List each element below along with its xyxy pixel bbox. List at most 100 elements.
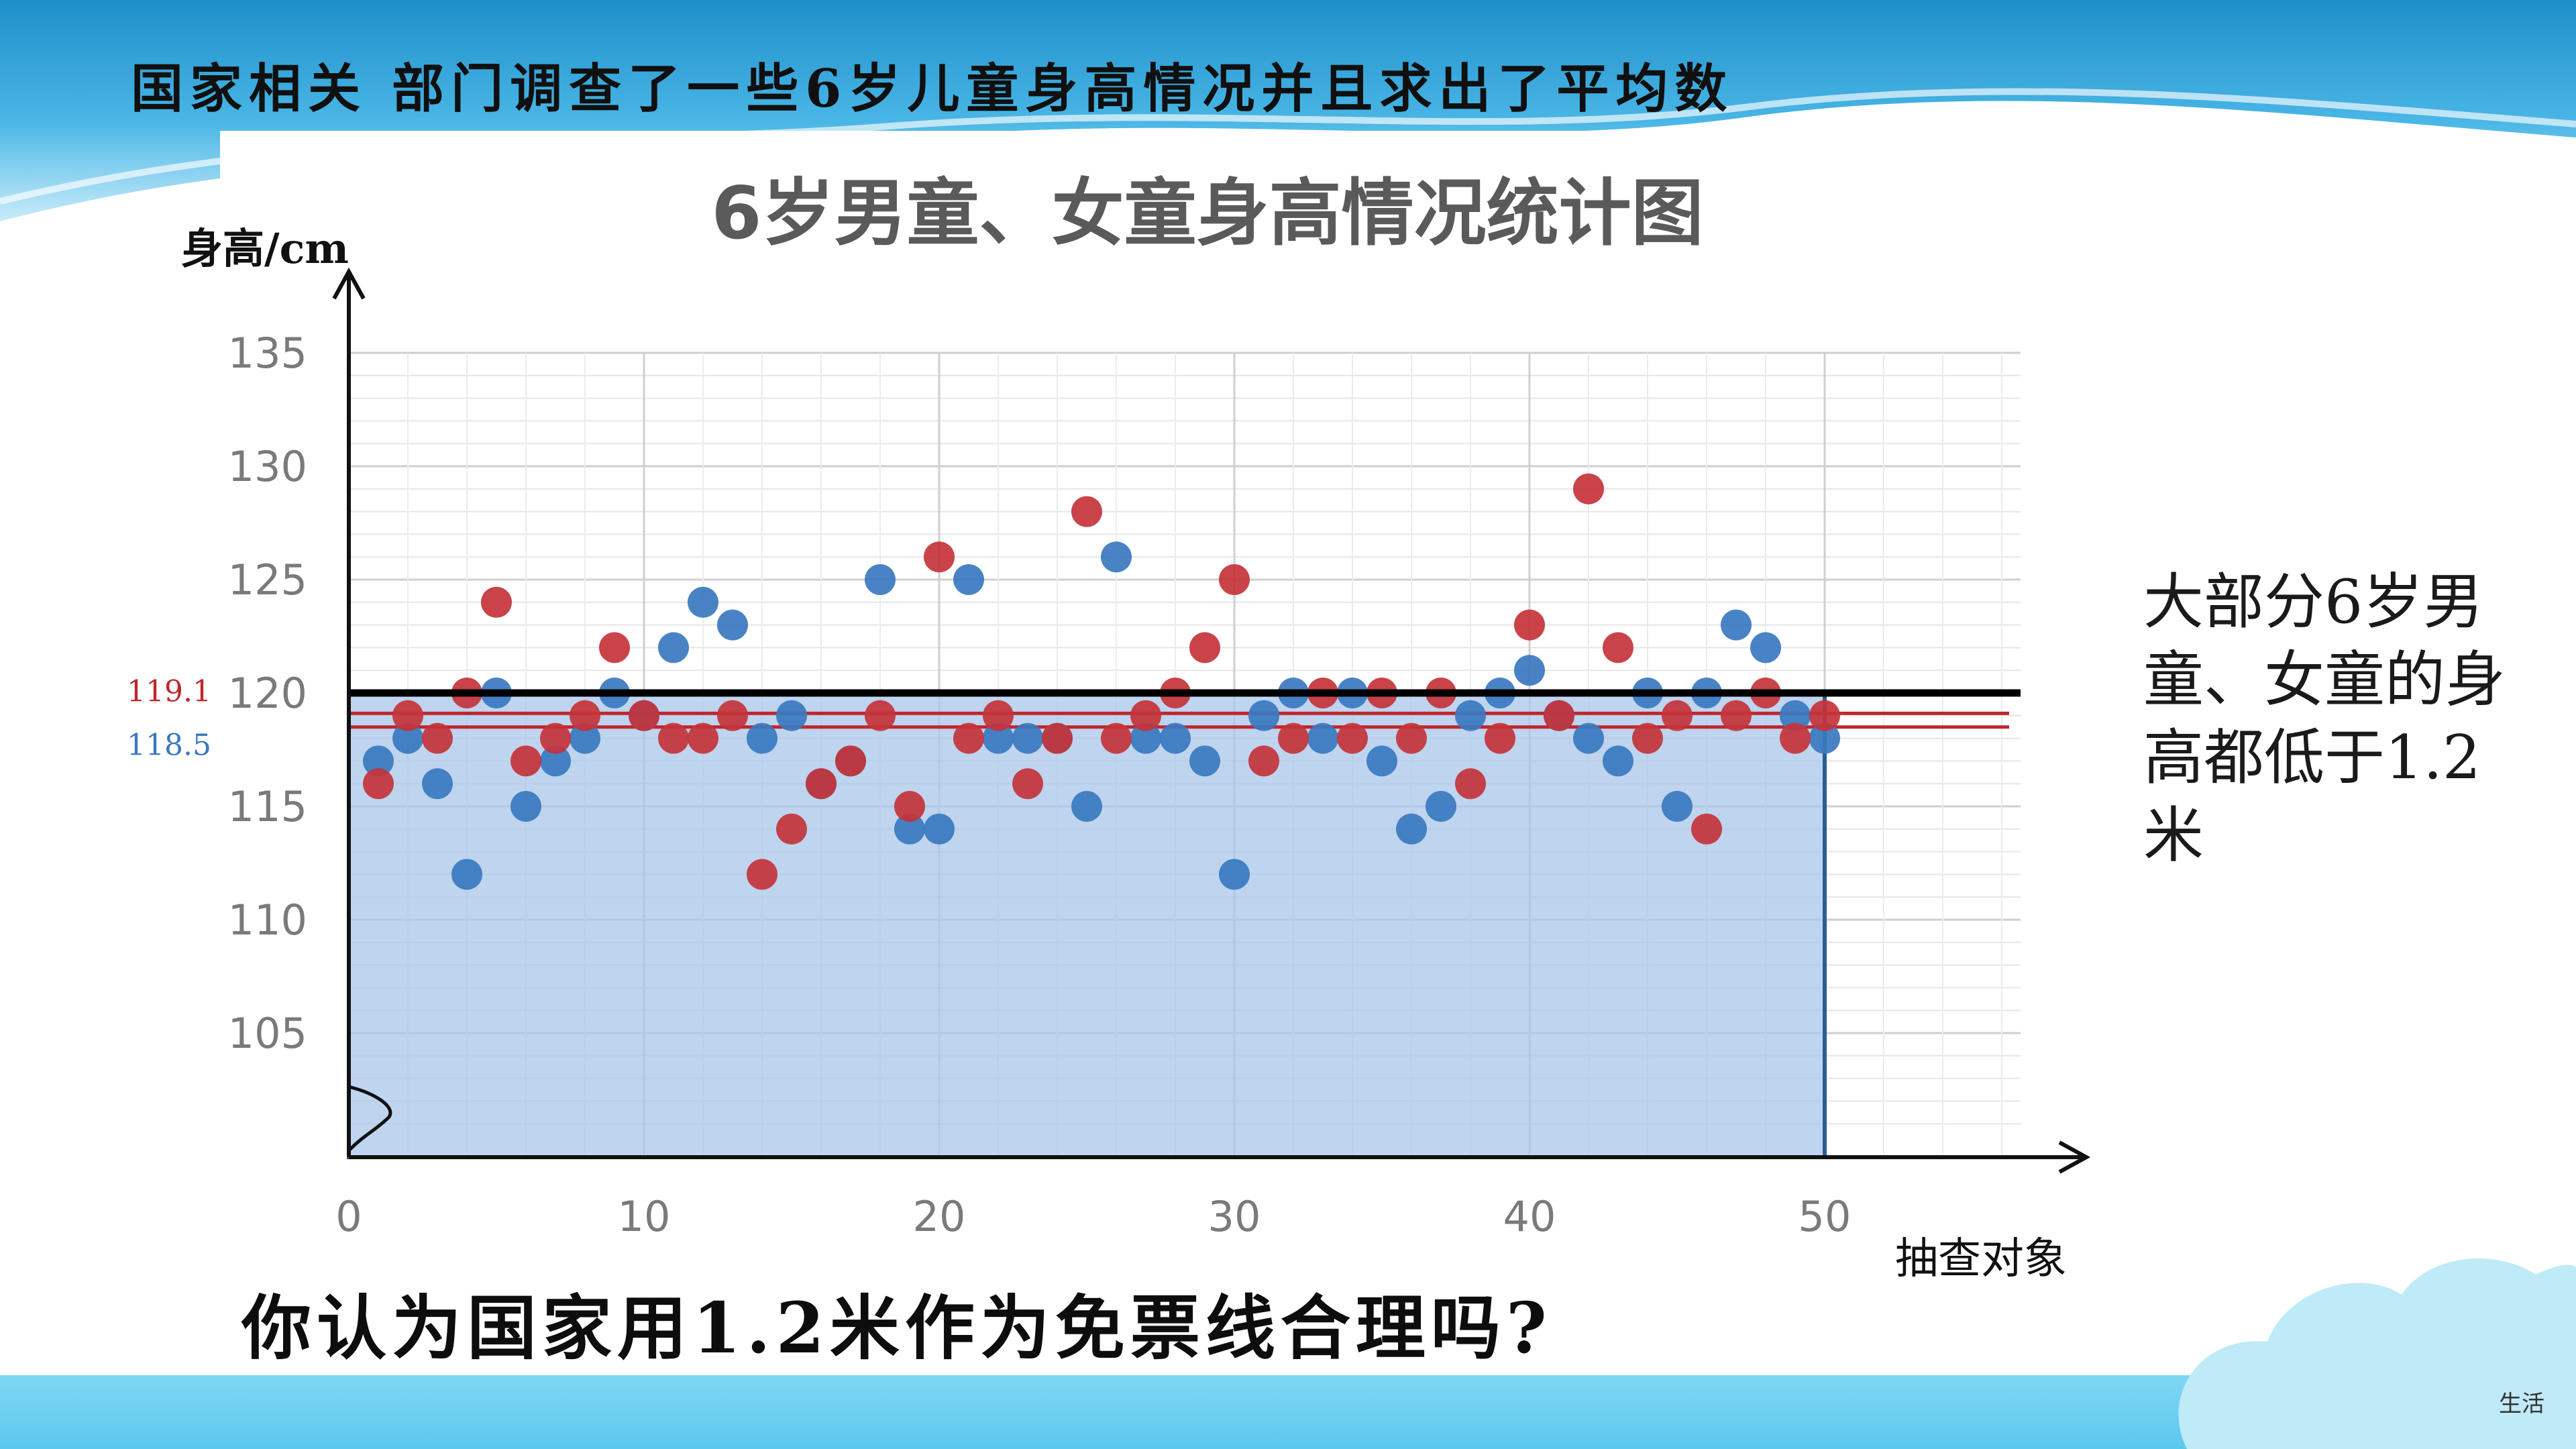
x-tick-label: 10	[618, 1192, 671, 1241]
data-point-girl	[953, 722, 984, 754]
data-point-girl	[688, 722, 718, 754]
axes: 105 110 115 120 125 130 135 0 10 20 30 40 50	[228, 267, 2091, 1241]
data-point-boy	[688, 586, 718, 618]
data-point-boy	[953, 564, 984, 595]
data-point-girl	[894, 791, 925, 822]
data-point-girl	[747, 859, 777, 890]
data-point-girl	[1071, 496, 1102, 527]
data-point-boy	[1573, 722, 1604, 754]
x-tick-label: 40	[1503, 1192, 1556, 1241]
data-point-boy	[747, 722, 777, 754]
data-point-girl	[511, 745, 541, 777]
data-point-boy	[451, 859, 482, 890]
axis-break-mark	[347, 1085, 392, 1152]
data-point-boy	[1780, 700, 1811, 731]
mean-line-label: 118.5	[127, 729, 211, 763]
data-point-girl	[865, 700, 896, 731]
data-point-girl	[481, 586, 512, 618]
data-point-boy	[1662, 791, 1693, 822]
bottom-band	[0, 1375, 2576, 1449]
chart-title: 6岁男童、女童身高情况统计图	[711, 172, 1703, 256]
mean-line-label: 119.1	[127, 674, 211, 708]
data-point-boy	[1012, 722, 1043, 754]
data-point-boy	[924, 813, 955, 845]
x-tick-label: 50	[1799, 1192, 1851, 1241]
data-point-boy	[776, 700, 807, 731]
corner-label: 生活	[2499, 1391, 2544, 1417]
data-point-girl	[1130, 700, 1161, 731]
data-point-boy	[570, 722, 600, 754]
data-point-boy	[1219, 859, 1250, 890]
data-point-girl	[1603, 632, 1633, 663]
data-point-girl	[806, 768, 837, 800]
y-tick-label: 135	[228, 329, 307, 378]
data-point-boy	[363, 745, 394, 777]
data-point-girl	[1573, 473, 1604, 504]
data-point-girl	[629, 700, 659, 731]
data-point-girl	[540, 722, 571, 754]
data-point-girl	[1219, 564, 1250, 595]
data-point-girl	[363, 768, 394, 800]
y-tick-label: 115	[228, 782, 307, 831]
data-point-girl	[1485, 722, 1515, 754]
data-point-girl	[1691, 813, 1722, 845]
y-tick-label: 110	[228, 896, 307, 945]
data-point-girl	[1278, 722, 1309, 754]
top-wave	[0, 0, 2576, 221]
data-point-boy	[1101, 541, 1132, 573]
x-tick-label: 0	[335, 1192, 362, 1241]
data-point-boy	[1809, 722, 1840, 754]
question-text: 你认为国家用1.2米作为免票线合理吗?	[241, 1287, 1552, 1369]
data-point-girl	[1632, 722, 1663, 754]
data-point-boy	[717, 609, 748, 641]
data-point-girl	[983, 700, 1014, 731]
data-point-boy	[1307, 722, 1338, 754]
data-point-boy	[392, 722, 423, 754]
data-point-boy	[511, 791, 541, 822]
data-point-boy	[1514, 655, 1545, 686]
data-point-girl	[1012, 768, 1043, 800]
data-point-boy	[865, 564, 896, 595]
data-point-girl	[1721, 700, 1752, 731]
data-point-girl	[422, 722, 453, 754]
data-point-girl	[658, 722, 689, 754]
data-point-girl	[1248, 745, 1279, 777]
data-point-girl	[1337, 722, 1368, 754]
data-point-boy	[983, 722, 1014, 754]
y-tick-label: 105	[228, 1009, 307, 1058]
data-point-girl	[717, 700, 748, 731]
data-point-boy	[1396, 813, 1427, 845]
data-point-boy	[1189, 745, 1220, 777]
data-point-boy	[540, 745, 571, 777]
data-point-boy	[1750, 632, 1781, 663]
data-point-girl	[599, 632, 630, 663]
data-point-boy	[1603, 745, 1633, 777]
data-point-girl	[1514, 609, 1545, 641]
cloud-shape	[2178, 1258, 2576, 1449]
data-point-boy	[1160, 722, 1191, 754]
below-threshold-area	[347, 691, 1827, 1159]
y-tick-label: 130	[228, 442, 307, 491]
data-point-boy	[894, 813, 925, 845]
data-point-girl	[1455, 768, 1486, 800]
data-point-girl	[570, 700, 600, 731]
data-point-boy	[1071, 791, 1102, 822]
data-points	[363, 473, 1840, 890]
data-point-girl	[1189, 632, 1220, 663]
x-tick-label: 20	[913, 1192, 966, 1241]
data-point-girl	[1101, 722, 1132, 754]
y-axis-label: 身高/cm	[181, 224, 349, 273]
x-axis-label: 抽查对象	[1895, 1234, 2067, 1284]
data-point-boy	[1721, 609, 1752, 641]
data-point-girl	[1809, 700, 1840, 731]
data-point-boy	[1426, 791, 1456, 822]
x-tick-label: 30	[1208, 1192, 1261, 1241]
slide-title: 国家相关 部门调查了一些6岁儿童身高情况并且求出了平均数	[131, 58, 1734, 119]
data-point-girl	[1396, 722, 1427, 754]
data-point-girl	[835, 745, 866, 777]
data-point-boy	[1366, 745, 1397, 777]
data-point-girl	[924, 541, 955, 573]
data-point-boy	[1248, 700, 1279, 731]
